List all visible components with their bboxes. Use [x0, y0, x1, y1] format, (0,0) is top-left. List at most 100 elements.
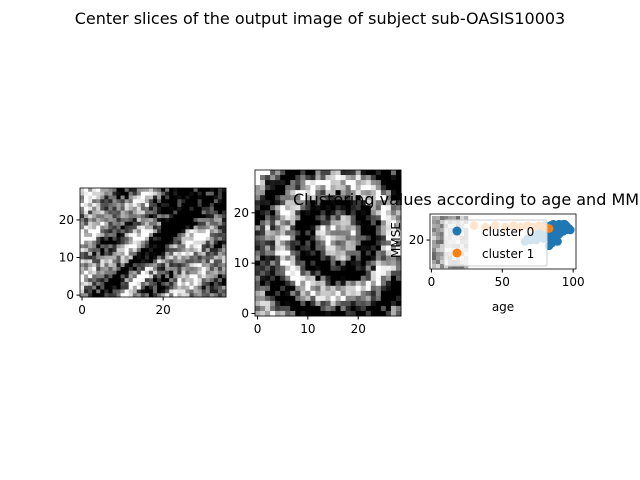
slice-pixel [84, 263, 89, 268]
slice-pixel [169, 244, 174, 249]
slice-pixel [295, 170, 301, 176]
slice-pixel [100, 218, 105, 223]
slice-pixel [255, 255, 261, 262]
slice-pixel [365, 260, 372, 267]
slice-pixel [275, 180, 281, 186]
slice-pixel [260, 190, 266, 196]
slice-pixel [153, 229, 158, 234]
slice-pixel [280, 190, 286, 196]
slice-pixel [112, 214, 117, 219]
slice-pixel [120, 281, 126, 287]
slice-pixel [144, 274, 150, 279]
slice-pixel [88, 255, 93, 260]
slice-pixel [315, 285, 321, 292]
slice-pixel [265, 300, 271, 307]
slice-pixel [325, 285, 331, 292]
slice-pixel [310, 290, 316, 297]
slice-pixel [177, 203, 182, 208]
slice-pixel [385, 185, 392, 191]
slice-pixel [169, 281, 174, 287]
slice-pixel [221, 259, 227, 264]
slice-pixel [108, 206, 113, 211]
slice-pixel [320, 265, 326, 272]
slice-pixel [340, 310, 347, 317]
slice-pixel [345, 285, 352, 292]
slice-pixel [84, 188, 89, 193]
slice-pixel [177, 281, 182, 287]
slice-pixel [290, 200, 296, 206]
slice-pixel [217, 274, 223, 279]
slice-pixel [108, 255, 113, 260]
slice-pixel [161, 195, 166, 200]
slice-pixel [185, 266, 190, 272]
slice-pixel [340, 245, 347, 251]
slice-pixel [360, 235, 367, 241]
slice-pixel [270, 205, 276, 211]
slice-pixel [185, 225, 190, 230]
slice-pixel [375, 230, 382, 236]
slice-pixel [197, 281, 203, 287]
slice-pixel [340, 260, 347, 267]
slice-pixel [335, 245, 341, 251]
slice-pixel [345, 175, 352, 181]
slice-pixel [161, 248, 166, 253]
slice-pixel [92, 188, 97, 193]
slice-pixel [315, 290, 321, 297]
slice-pixel [270, 275, 276, 282]
slice-pixel [265, 265, 271, 272]
slice-pixel [355, 215, 362, 221]
slice-pixel [217, 203, 223, 208]
slice-pixel [217, 210, 223, 215]
slice-pixel [390, 245, 397, 251]
slice-pixel [350, 190, 357, 196]
slice-pixel [360, 185, 367, 191]
slice-pixel [385, 300, 392, 307]
slice-pixel [140, 225, 146, 230]
slice-pixel [132, 236, 138, 242]
slice-pixel [330, 310, 336, 317]
slice-pixel [265, 250, 271, 256]
slice-pixel [80, 274, 85, 279]
slice-pixel [290, 235, 296, 241]
slice-pixel [270, 230, 276, 236]
slice-pixel [84, 289, 89, 294]
slice-pixel [335, 275, 341, 282]
slice-pixel [120, 293, 126, 298]
slice-pixel [157, 236, 162, 242]
slice-pixel [165, 285, 170, 290]
slice-pixel [315, 300, 321, 307]
slice-pixel [365, 235, 372, 241]
slice-pixel [157, 214, 162, 219]
slice-pixel [100, 199, 105, 204]
slice-pixel [330, 180, 336, 186]
slice-pixel [221, 210, 227, 215]
slice-pixel [104, 236, 109, 242]
slice-pixel [295, 280, 301, 287]
slice-pixel [148, 289, 154, 294]
slice-pixel [340, 220, 347, 226]
slice-pixel [148, 255, 154, 260]
slice-pixel [340, 225, 347, 231]
slice-pixel [290, 305, 296, 312]
slice-pixel [217, 206, 223, 211]
slice-pixel [157, 248, 162, 253]
slice-pixel [350, 265, 357, 272]
underlay-pixel [432, 232, 437, 237]
underlay-pixel [440, 236, 445, 241]
slice-pixel [124, 244, 130, 249]
slice-pixel [310, 170, 316, 176]
slice-pixel [173, 251, 178, 257]
slice-pixel [169, 251, 174, 257]
slice-pixel [84, 248, 89, 253]
slice-pixel [315, 250, 321, 256]
slice-pixel [197, 236, 203, 242]
slice-pixel [104, 225, 109, 230]
slice-pixel [370, 170, 377, 176]
slice-pixel [108, 225, 113, 230]
slice-pixel [136, 278, 142, 283]
slice-pixel [380, 205, 387, 211]
slice-pixel [370, 310, 377, 317]
x-axis-label: age [492, 300, 514, 314]
slice-pixel [88, 191, 93, 196]
slice-pixel [201, 274, 207, 279]
